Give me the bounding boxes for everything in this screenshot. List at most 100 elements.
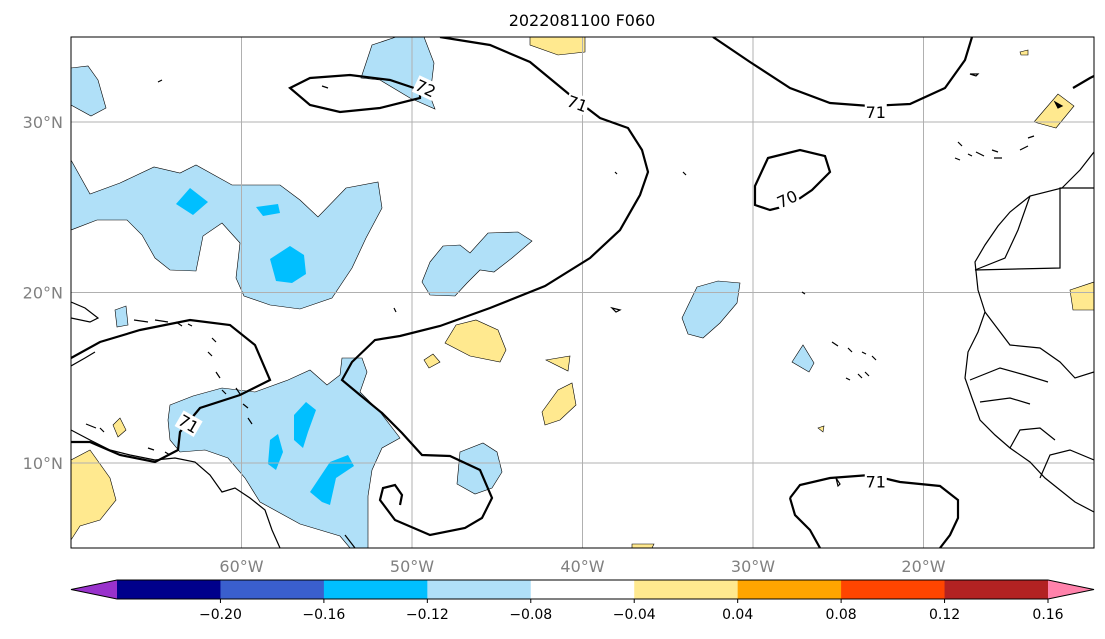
south-america-coast — [344, 534, 356, 548]
colorbar-tick-label: −0.12 — [406, 607, 449, 623]
contour-label: 71 — [866, 473, 886, 492]
colorbar-tick-label: −0.16 — [302, 607, 345, 623]
country-border — [1039, 449, 1094, 479]
atlantic-island — [614, 171, 618, 175]
lon-tick-label: 20°W — [901, 557, 945, 576]
atlantic-island — [393, 307, 397, 313]
longitude-tick-labels: 60°W 50°W 40°W 30°W 20°W — [219, 557, 945, 576]
contour-71-far-ne — [1072, 75, 1094, 89]
light-blue-region — [114, 305, 129, 328]
contour-71-south — [789, 473, 960, 548]
blue-region — [294, 402, 316, 448]
colorbar-segment — [530, 580, 635, 599]
blue-region — [310, 455, 354, 505]
caribbean-island — [71, 301, 100, 323]
country-border — [974, 187, 1094, 271]
coastlines — [71, 73, 1094, 548]
yellow-region — [112, 417, 127, 438]
blue-region — [270, 246, 306, 283]
yellow-region — [817, 425, 825, 433]
contour-label-halo — [773, 186, 801, 212]
cape-verde — [831, 341, 877, 381]
yellow-region — [71, 449, 117, 541]
colorbar — [70, 579, 1095, 600]
contour-label-halo — [411, 75, 440, 101]
lat-tick-label: 30°N — [23, 113, 63, 132]
caribbean-island — [207, 337, 227, 395]
yellow-region — [545, 355, 571, 372]
contour-label-halo — [174, 410, 203, 437]
light-blue-region — [167, 357, 401, 548]
caribbean-island — [71, 351, 96, 367]
contour-label: 71 — [564, 91, 590, 116]
light-blue-region — [681, 280, 741, 339]
colorbar-tick-label: −0.08 — [509, 607, 552, 623]
lat-tick-label: 10°N — [23, 454, 63, 473]
blue-region — [256, 204, 280, 216]
contour-70 — [753, 148, 832, 212]
caribbean-island — [133, 319, 193, 327]
contour-lines — [71, 37, 1094, 548]
contour-label-halo — [563, 91, 591, 116]
latitude-tick-labels: 10°N 20°N 30°N — [23, 113, 63, 473]
south-america-coast — [71, 429, 281, 548]
lon-tick-label: 60°W — [219, 557, 263, 576]
map-title: 2022081100 F060 — [509, 11, 656, 30]
colorbar-segment — [944, 580, 1049, 599]
colorbar-extend-max — [1048, 580, 1094, 599]
light-blue-region — [71, 159, 383, 310]
yellow-region — [541, 382, 577, 426]
country-border — [984, 311, 1094, 379]
colorbar-segment — [117, 580, 221, 599]
atlantic-island — [610, 306, 622, 313]
lon-tick-label: 50°W — [390, 557, 434, 576]
yellow-region — [631, 543, 655, 548]
atlantic-island — [157, 79, 163, 83]
colorbar-segment — [634, 580, 739, 599]
atlantic-island — [682, 171, 687, 176]
contour-label-halo — [864, 472, 887, 491]
contour-71-sw — [71, 318, 272, 464]
colorbar-outline — [70, 579, 1095, 600]
caribbean-island — [85, 423, 171, 456]
anomaly-blue-regions — [176, 188, 354, 505]
map-frame — [70, 36, 1095, 549]
yellow-region — [444, 319, 507, 363]
africa-coastline — [964, 151, 1094, 513]
contour-label: 71 — [866, 103, 886, 122]
colorbar-segment — [427, 580, 532, 599]
lat-tick-label: 20°N — [23, 284, 63, 303]
atlantic-island — [1053, 100, 1064, 109]
caribbean-island — [235, 387, 253, 425]
blue-region — [176, 188, 208, 215]
colorbar-segment — [220, 580, 325, 599]
colorbar-tick-label: 0.12 — [929, 607, 960, 623]
madeira — [969, 73, 980, 77]
anomaly-yellow-regions — [71, 37, 1094, 548]
yellow-region — [1019, 49, 1029, 56]
country-border — [1009, 427, 1056, 449]
yellow-region — [529, 37, 586, 56]
colorbar-tick-label: −0.20 — [199, 607, 242, 623]
lon-tick-label: 40°W — [560, 557, 604, 576]
contour-label-halo — [864, 102, 887, 121]
atlantic-island — [801, 291, 806, 295]
colorbar-segment — [841, 580, 946, 599]
yellow-region — [1069, 281, 1094, 311]
country-border — [979, 397, 1031, 405]
blue-region — [268, 434, 283, 470]
colorbar-segment — [323, 580, 428, 599]
colorbar-tick-label: 0.04 — [722, 607, 753, 623]
colorbar-tick-label: 0.16 — [1032, 607, 1063, 623]
yellow-region — [1033, 93, 1075, 129]
light-blue-region — [791, 344, 815, 373]
country-border — [974, 195, 1031, 271]
colorbar-extend-min — [71, 580, 117, 599]
colorbar-segment — [737, 580, 842, 599]
contour-71-north — [340, 37, 650, 537]
atlantic-island — [835, 477, 841, 488]
contour-71-south-b — [788, 497, 821, 548]
colorbar-tick-label: −0.04 — [613, 607, 656, 623]
yellow-region — [423, 353, 441, 369]
